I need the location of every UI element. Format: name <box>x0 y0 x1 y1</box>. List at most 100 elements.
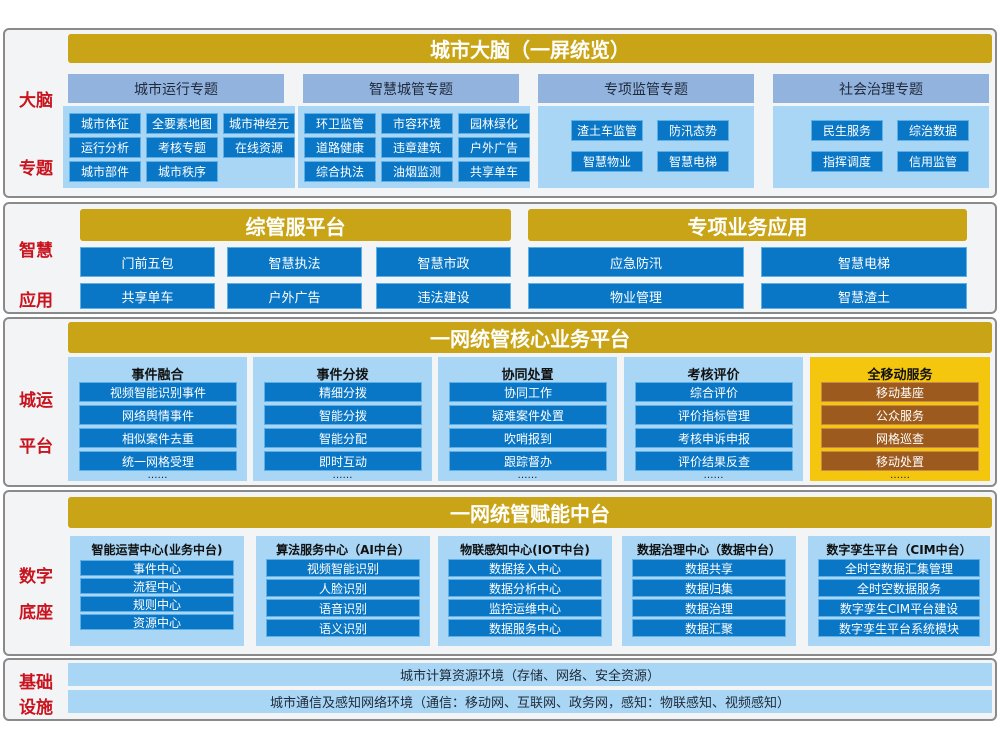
ops-item[interactable]: 综合评价 <box>635 382 793 402</box>
topic-item[interactable]: 智慧物业 <box>571 151 643 172</box>
topic-item[interactable]: 道路健康 <box>304 137 376 158</box>
app-item[interactable]: 共享单车 <box>80 283 215 309</box>
ops-item[interactable]: 相似案件去重 <box>79 428 237 448</box>
more-dots: …… <box>332 470 353 481</box>
app-item[interactable]: 物业管理 <box>528 283 744 309</box>
ops-item[interactable]: 评价指标管理 <box>635 405 793 425</box>
topic-item[interactable]: 指挥调度 <box>811 151 883 172</box>
more-dots: …… <box>890 470 910 481</box>
ops-item[interactable]: 疑难案件处置 <box>449 405 607 425</box>
ops-item[interactable]: 移动基座 <box>821 382 979 402</box>
app-item[interactable]: 应急防汛 <box>528 247 744 277</box>
topic-panel <box>773 106 989 188</box>
base-item[interactable]: 语义识别 <box>266 619 420 637</box>
ops-item[interactable]: 智能分拨 <box>264 405 422 425</box>
topic-item[interactable]: 环卫监管 <box>304 113 376 134</box>
topic-header[interactable]: 智慧城管专题 <box>303 74 519 103</box>
topic-item[interactable]: 民生服务 <box>811 120 883 141</box>
app-item[interactable]: 智慧市政 <box>376 247 511 277</box>
more-dots: …… <box>517 470 538 481</box>
ops-item[interactable]: 吹哨报到 <box>449 428 607 448</box>
topic-item[interactable]: 园林绿化 <box>458 113 530 134</box>
ops-item[interactable]: 精细分拨 <box>264 382 422 402</box>
app-item[interactable]: 智慧渣土 <box>761 283 967 309</box>
topic-item[interactable]: 信用监管 <box>897 151 969 172</box>
base-title: 一网统管赋能中台 <box>68 497 992 528</box>
app-item[interactable]: 智慧电梯 <box>761 247 967 277</box>
section-label: 城运 <box>19 391 53 411</box>
base-item[interactable]: 数据汇聚 <box>632 619 786 637</box>
app-item[interactable]: 智慧执法 <box>227 247 362 277</box>
base-item[interactable]: 视频智能识别 <box>266 559 420 577</box>
base-item[interactable]: 数据服务中心 <box>448 619 602 637</box>
ops-item[interactable]: 智能分配 <box>264 428 422 448</box>
base-item[interactable]: 流程中心 <box>80 578 234 594</box>
column-title: 全移动服务 <box>867 368 933 383</box>
ops-item[interactable]: 网格巡查 <box>821 428 979 448</box>
topic-item[interactable]: 违章建筑 <box>381 137 453 158</box>
ops-item[interactable]: 评价结果反查 <box>635 451 793 471</box>
column-title: 协同处置 <box>501 368 554 383</box>
topic-header[interactable]: 城市运行专题 <box>68 74 284 103</box>
ops-item[interactable]: 网络舆情事件 <box>79 405 237 425</box>
base-item[interactable]: 数据共享 <box>632 559 786 577</box>
base-item[interactable]: 人脸识别 <box>266 579 420 597</box>
topic-item[interactable]: 综合执法 <box>304 161 376 182</box>
base-item[interactable]: 数据接入中心 <box>448 559 602 577</box>
topic-item[interactable]: 综治数据 <box>897 120 969 141</box>
topic-item[interactable]: 运行分析 <box>69 137 141 158</box>
topic-item[interactable]: 城市体征 <box>69 113 141 134</box>
topic-header[interactable]: 专项监管专题 <box>538 74 754 103</box>
topic-header[interactable]: 社会治理专题 <box>773 74 989 103</box>
ops-item[interactable]: 移动处置 <box>821 451 979 471</box>
section-label: 设施 <box>19 698 53 718</box>
ops-item[interactable]: 即时互动 <box>264 451 422 471</box>
column-title: 数据治理中心（数据中台） <box>636 543 781 557</box>
topic-item[interactable]: 城市神经元 <box>223 113 295 134</box>
topic-item[interactable]: 共享单车 <box>458 161 530 182</box>
column-title: 智能运营中心(业务中台) <box>91 543 223 557</box>
base-item[interactable]: 数字孪生平台系统模块 <box>818 619 980 637</box>
topic-item[interactable]: 在线资源 <box>223 137 295 158</box>
base-column: 物联感知中心(IOT中台) 数据接入中心 数据分析中心 监控运维中心 数据服务中心 <box>438 536 612 646</box>
base-item[interactable]: 数据分析中心 <box>448 579 602 597</box>
topic-item[interactable]: 考核专题 <box>146 137 218 158</box>
topic-item[interactable]: 油烟监测 <box>381 161 453 182</box>
app-item[interactable]: 门前五包 <box>80 247 215 277</box>
topic-item[interactable]: 智慧电梯 <box>657 151 729 172</box>
base-item[interactable]: 资源中心 <box>80 614 234 630</box>
ops-item[interactable]: 公众服务 <box>821 405 979 425</box>
base-column: 数字孪生平台（CIM中台） 全时空数据汇集管理 全时空数据服务 数字孪生CIM平台建设… <box>808 536 990 646</box>
topic-item[interactable]: 城市秩序 <box>146 161 218 182</box>
brain-title: 城市大脑（一屏统览） <box>68 34 992 63</box>
base-item[interactable]: 数字孪生CIM平台建设 <box>818 599 980 617</box>
ops-item[interactable]: 统一网格受理 <box>79 451 237 471</box>
base-item[interactable]: 语音识别 <box>266 599 420 617</box>
app-item[interactable]: 违法建设 <box>376 283 511 309</box>
ops-column: 事件分拨 精细分拨 智能分拨 智能分配 即时互动…… <box>253 357 432 481</box>
base-item[interactable]: 监控运维中心 <box>448 599 602 617</box>
more-dots: …… <box>703 470 724 481</box>
section-label: 专题 <box>19 159 53 179</box>
topic-item[interactable]: 全要素地图 <box>146 113 218 134</box>
topic-item[interactable]: 户外广告 <box>458 137 530 158</box>
ops-item[interactable]: 跟踪督办 <box>449 451 607 471</box>
ops-item[interactable]: 考核申诉申报 <box>635 428 793 448</box>
app-item[interactable]: 户外广告 <box>227 283 362 309</box>
ops-item[interactable]: 协同工作 <box>449 382 607 402</box>
base-item[interactable]: 全时空数据汇集管理 <box>818 559 980 577</box>
topic-item[interactable]: 防汛态势 <box>657 120 729 141</box>
ops-item[interactable]: 视频智能识别事件 <box>79 382 237 402</box>
base-item[interactable]: 数据治理 <box>632 599 786 617</box>
topic-item[interactable]: 渣土车监管 <box>571 120 643 141</box>
topic-item[interactable]: 市容环境 <box>381 113 453 134</box>
base-item[interactable]: 规则中心 <box>80 596 234 612</box>
base-item[interactable]: 数据归集 <box>632 579 786 597</box>
infra-row: 城市计算资源环境（存储、网络、安全资源） <box>68 663 992 686</box>
base-item[interactable]: 事件中心 <box>80 560 234 576</box>
column-title: 物联感知中心(IOT中台) <box>460 543 590 557</box>
topic-panel <box>538 106 754 188</box>
base-item[interactable]: 全时空数据服务 <box>818 579 980 597</box>
topic-item[interactable]: 城市部件 <box>69 161 141 182</box>
ops-column: 全移动服务 移动基座公众服务网格巡查移动处置…… <box>810 357 990 481</box>
